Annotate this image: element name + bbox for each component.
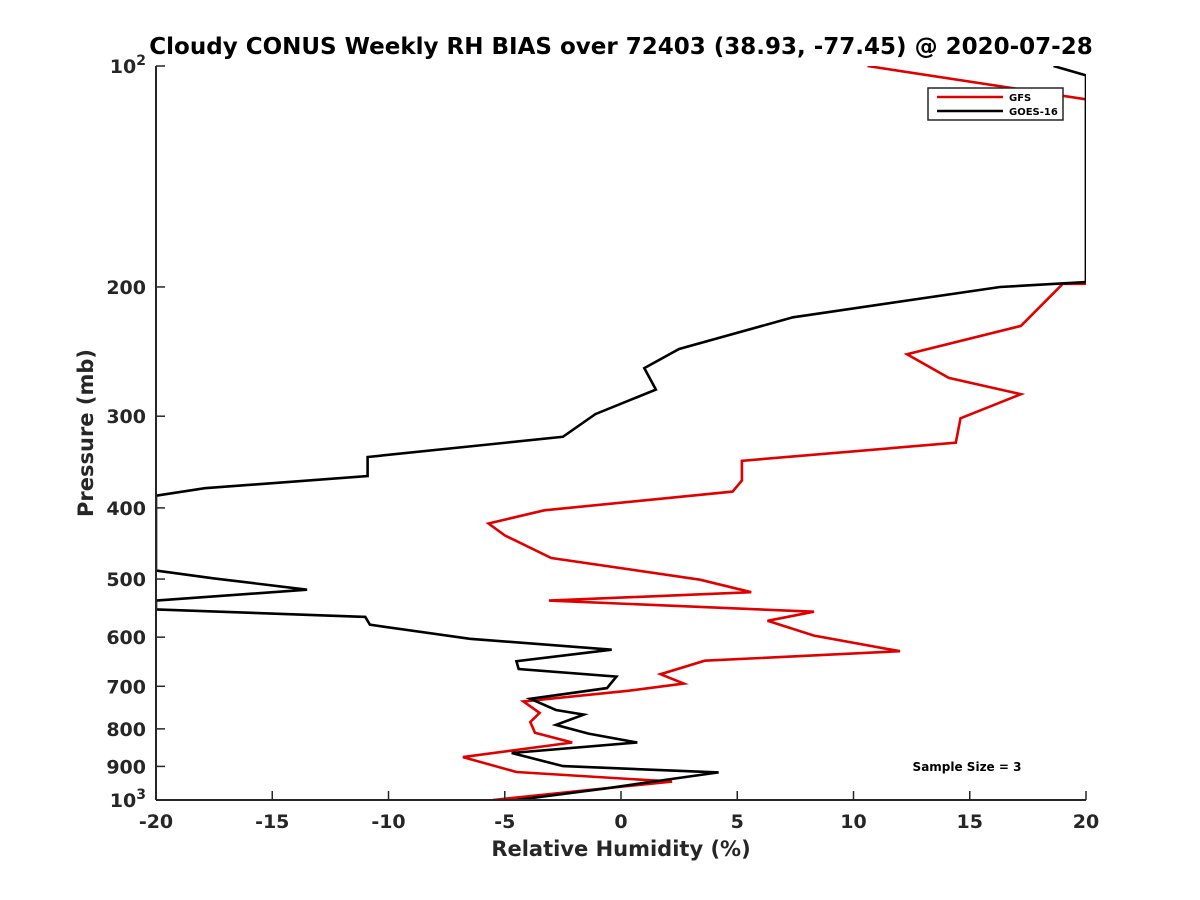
x-tick-label: -5 xyxy=(494,811,515,833)
x-axis-title: Relative Humidity (%) xyxy=(491,837,750,861)
y-tick-label: 800 xyxy=(106,719,146,741)
legend: GFS GOES-16 xyxy=(927,87,1064,121)
series-line-goes16 xyxy=(156,66,1086,800)
x-tick-label: 20 xyxy=(1073,811,1099,833)
x-tick-label: 15 xyxy=(957,811,983,833)
x-axis-ticks: -20 -15 -10 -5 0 5 10 15 20 xyxy=(139,791,1099,833)
y-tick-label: 700 xyxy=(106,676,146,698)
y-tick-label: 500 xyxy=(106,569,146,591)
legend-box xyxy=(927,87,1064,121)
x-tick-label: 10 xyxy=(840,811,866,833)
chart-title: Cloudy CONUS Weekly RH BIAS over 72403 (… xyxy=(149,34,1092,60)
x-tick-label: 0 xyxy=(614,811,627,833)
x-tick-label: -20 xyxy=(139,811,173,833)
legend-label-gfs: GFS xyxy=(1009,93,1031,104)
plot-area: -20 -15 -10 -5 0 5 10 15 20 102 200 300 400 500 600 70… xyxy=(106,53,1099,833)
y-axis-title: Pressure (mb) xyxy=(74,349,98,517)
y-tick-label: 102 xyxy=(110,53,146,78)
y-tick-label: 400 xyxy=(106,498,146,520)
sample-size-annotation: Sample Size = 3 xyxy=(913,760,1022,774)
y-tick-label: 103 xyxy=(110,787,146,812)
y-tick-label: 900 xyxy=(106,756,146,778)
x-tick-label: -10 xyxy=(371,811,405,833)
legend-label-goes16: GOES-16 xyxy=(1009,107,1058,118)
x-tick-label: -15 xyxy=(255,811,289,833)
y-tick-label: 600 xyxy=(106,627,146,649)
series-line-gfs xyxy=(462,66,1086,800)
y-axis-ticks: 102 200 300 400 500 600 700 800 900 103 xyxy=(106,53,165,812)
y-tick-label: 200 xyxy=(106,277,146,299)
y-tick-label: 300 xyxy=(106,406,146,428)
x-tick-label: 5 xyxy=(731,811,744,833)
